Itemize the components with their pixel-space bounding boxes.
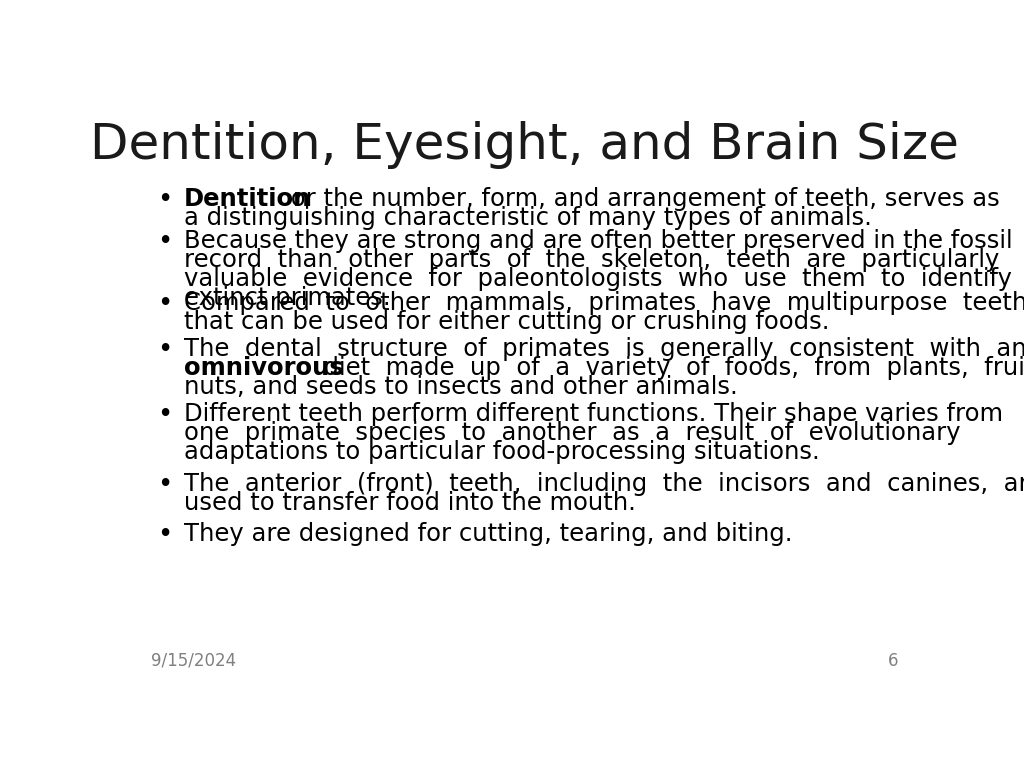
Text: used to transfer food into the mouth.: used to transfer food into the mouth. bbox=[183, 491, 636, 515]
Text: Dentition: Dentition bbox=[183, 187, 311, 211]
Text: or the number, form, and arrangement of teeth, serves as: or the number, form, and arrangement of … bbox=[283, 187, 999, 211]
Text: •: • bbox=[158, 187, 173, 213]
Text: Dentition, Eyesight, and Brain Size: Dentition, Eyesight, and Brain Size bbox=[90, 121, 959, 170]
Text: •: • bbox=[158, 521, 173, 548]
Text: They are designed for cutting, tearing, and biting.: They are designed for cutting, tearing, … bbox=[183, 521, 793, 546]
Text: •: • bbox=[158, 402, 173, 429]
Text: adaptations to particular food-processing situations.: adaptations to particular food-processin… bbox=[183, 440, 819, 464]
Text: that can be used for either cutting or crushing foods.: that can be used for either cutting or c… bbox=[183, 310, 829, 333]
Text: 6: 6 bbox=[888, 652, 898, 670]
Text: a distinguishing characteristic of many types of animals.: a distinguishing characteristic of many … bbox=[183, 206, 871, 230]
Text: •: • bbox=[158, 291, 173, 317]
Text: diet  made  up  of  a  variety  of  foods,  from  plants,  fruits,: diet made up of a variety of foods, from… bbox=[307, 356, 1024, 380]
Text: one  primate  species  to  another  as  a  result  of  evolutionary: one primate species to another as a resu… bbox=[183, 422, 961, 445]
Text: omnivorous: omnivorous bbox=[183, 356, 343, 380]
Text: record  than  other  parts  of  the  skeleton,  teeth  are  particularly: record than other parts of the skeleton,… bbox=[183, 248, 999, 272]
Text: •: • bbox=[158, 337, 173, 363]
Text: •: • bbox=[158, 229, 173, 255]
Text: Compared  to  other  mammals,  primates  have  multipurpose  teeth: Compared to other mammals, primates have… bbox=[183, 291, 1024, 315]
Text: The  dental  structure  of  primates  is  generally  consistent  with  an: The dental structure of primates is gene… bbox=[183, 337, 1024, 361]
Text: nuts, and seeds to insects and other animals.: nuts, and seeds to insects and other ani… bbox=[183, 375, 737, 399]
Text: The  anterior  (front)  teeth,  including  the  incisors  and  canines,  are: The anterior (front) teeth, including th… bbox=[183, 472, 1024, 496]
Text: Because they are strong and are often better preserved in the fossil: Because they are strong and are often be… bbox=[183, 229, 1013, 253]
Text: 9/15/2024: 9/15/2024 bbox=[152, 652, 237, 670]
Text: valuable  evidence  for  paleontologists  who  use  them  to  identify: valuable evidence for paleontologists wh… bbox=[183, 267, 1012, 291]
Text: •: • bbox=[158, 472, 173, 498]
Text: extinct primates.: extinct primates. bbox=[183, 286, 390, 310]
Text: Different teeth perform different functions. Their shape varies from: Different teeth perform different functi… bbox=[183, 402, 1002, 426]
